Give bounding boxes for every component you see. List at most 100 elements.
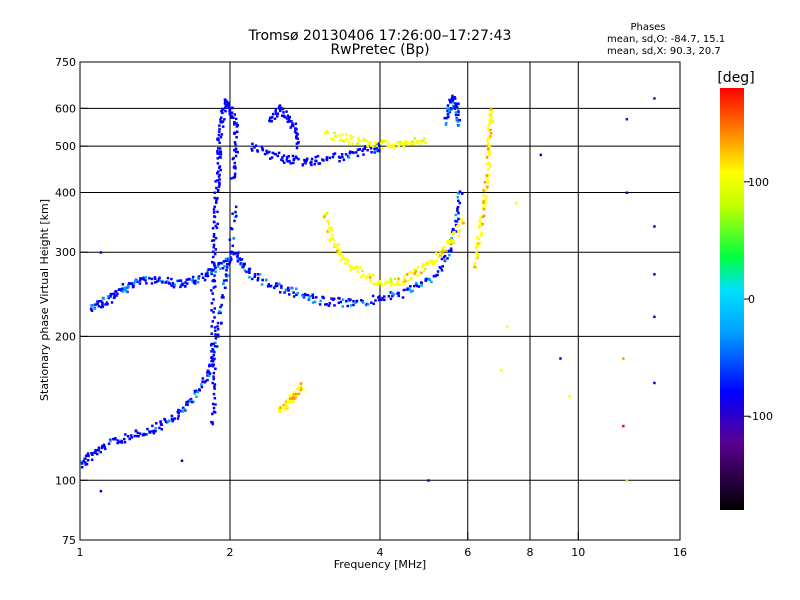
data-point [392, 293, 396, 296]
data-point [225, 266, 229, 269]
data-point [653, 273, 656, 276]
data-point [486, 179, 489, 183]
data-point [295, 287, 298, 290]
data-point [179, 409, 183, 413]
data-point [267, 283, 271, 286]
data-point [280, 284, 283, 288]
data-point [446, 250, 450, 253]
data-point [213, 357, 216, 361]
data-point [420, 281, 423, 284]
data-point [233, 141, 237, 144]
data-point [205, 274, 208, 278]
data-point [455, 118, 458, 121]
data-point [131, 282, 134, 285]
data-point [250, 147, 253, 151]
data-point [231, 157, 235, 161]
data-point [220, 261, 224, 265]
data-point [434, 252, 438, 255]
y-tick-label: 600 [55, 102, 76, 115]
data-point [239, 258, 242, 262]
data-point [375, 146, 378, 149]
data-point [271, 151, 275, 155]
data-point [207, 364, 211, 368]
data-point [304, 161, 307, 165]
data-point [281, 159, 285, 163]
data-point [453, 96, 456, 99]
y-tick-label: 75 [62, 534, 76, 547]
data-point [213, 215, 217, 219]
data-point [489, 107, 493, 111]
data-point [475, 256, 478, 260]
data-point [273, 117, 277, 120]
data-point [296, 137, 300, 141]
data-point [276, 115, 279, 118]
data-point [99, 450, 102, 454]
data-point [487, 150, 490, 154]
data-point [362, 273, 365, 277]
data-point [218, 182, 221, 186]
data-point [251, 142, 254, 146]
data-point [148, 276, 151, 280]
data-point [384, 280, 387, 284]
data-point [240, 263, 244, 266]
data-point [568, 395, 571, 398]
data-point [367, 141, 370, 145]
data-point [221, 120, 225, 123]
data-point [377, 148, 380, 152]
data-point [120, 441, 124, 444]
data-point [331, 138, 335, 142]
data-point [225, 274, 228, 278]
data-point [474, 246, 478, 250]
data-point [473, 262, 477, 265]
data-point [288, 394, 292, 397]
data-point [384, 139, 388, 143]
data-point [292, 401, 296, 404]
data-point [447, 241, 450, 245]
data-point [242, 264, 246, 267]
data-point [220, 303, 223, 307]
data-point [314, 155, 318, 159]
data-point [364, 145, 367, 148]
data-point [449, 242, 453, 246]
data-point [109, 295, 112, 298]
data-point [197, 275, 201, 278]
data-point [210, 342, 213, 346]
data-point [479, 220, 483, 224]
data-point [306, 293, 310, 297]
data-point [313, 162, 316, 166]
data-point [228, 261, 231, 264]
data-point [366, 144, 369, 147]
data-point [348, 151, 352, 155]
data-point [229, 256, 232, 259]
data-point [210, 309, 213, 312]
data-point [446, 104, 450, 107]
data-point [482, 194, 485, 197]
data-point [339, 252, 343, 255]
data-point [84, 457, 87, 460]
data-point [210, 332, 213, 335]
data-point [200, 385, 204, 389]
data-point [232, 176, 235, 179]
data-point [96, 300, 99, 303]
data-point [298, 386, 301, 389]
data-point [213, 326, 217, 329]
data-point [213, 262, 216, 266]
data-point [622, 357, 625, 360]
data-point [446, 257, 449, 260]
data-point [236, 130, 239, 134]
data-point [289, 126, 292, 129]
data-point [220, 296, 224, 299]
data-point [116, 439, 120, 442]
data-point [123, 437, 126, 441]
data-point [214, 367, 217, 371]
data-point [216, 147, 220, 150]
data-point [219, 311, 222, 315]
data-point [454, 104, 458, 107]
data-point [299, 386, 303, 389]
data-point [101, 303, 104, 307]
data-point [311, 296, 315, 300]
data-point [217, 181, 221, 184]
data-point [256, 278, 260, 282]
data-point [186, 400, 190, 403]
data-point [440, 257, 444, 261]
